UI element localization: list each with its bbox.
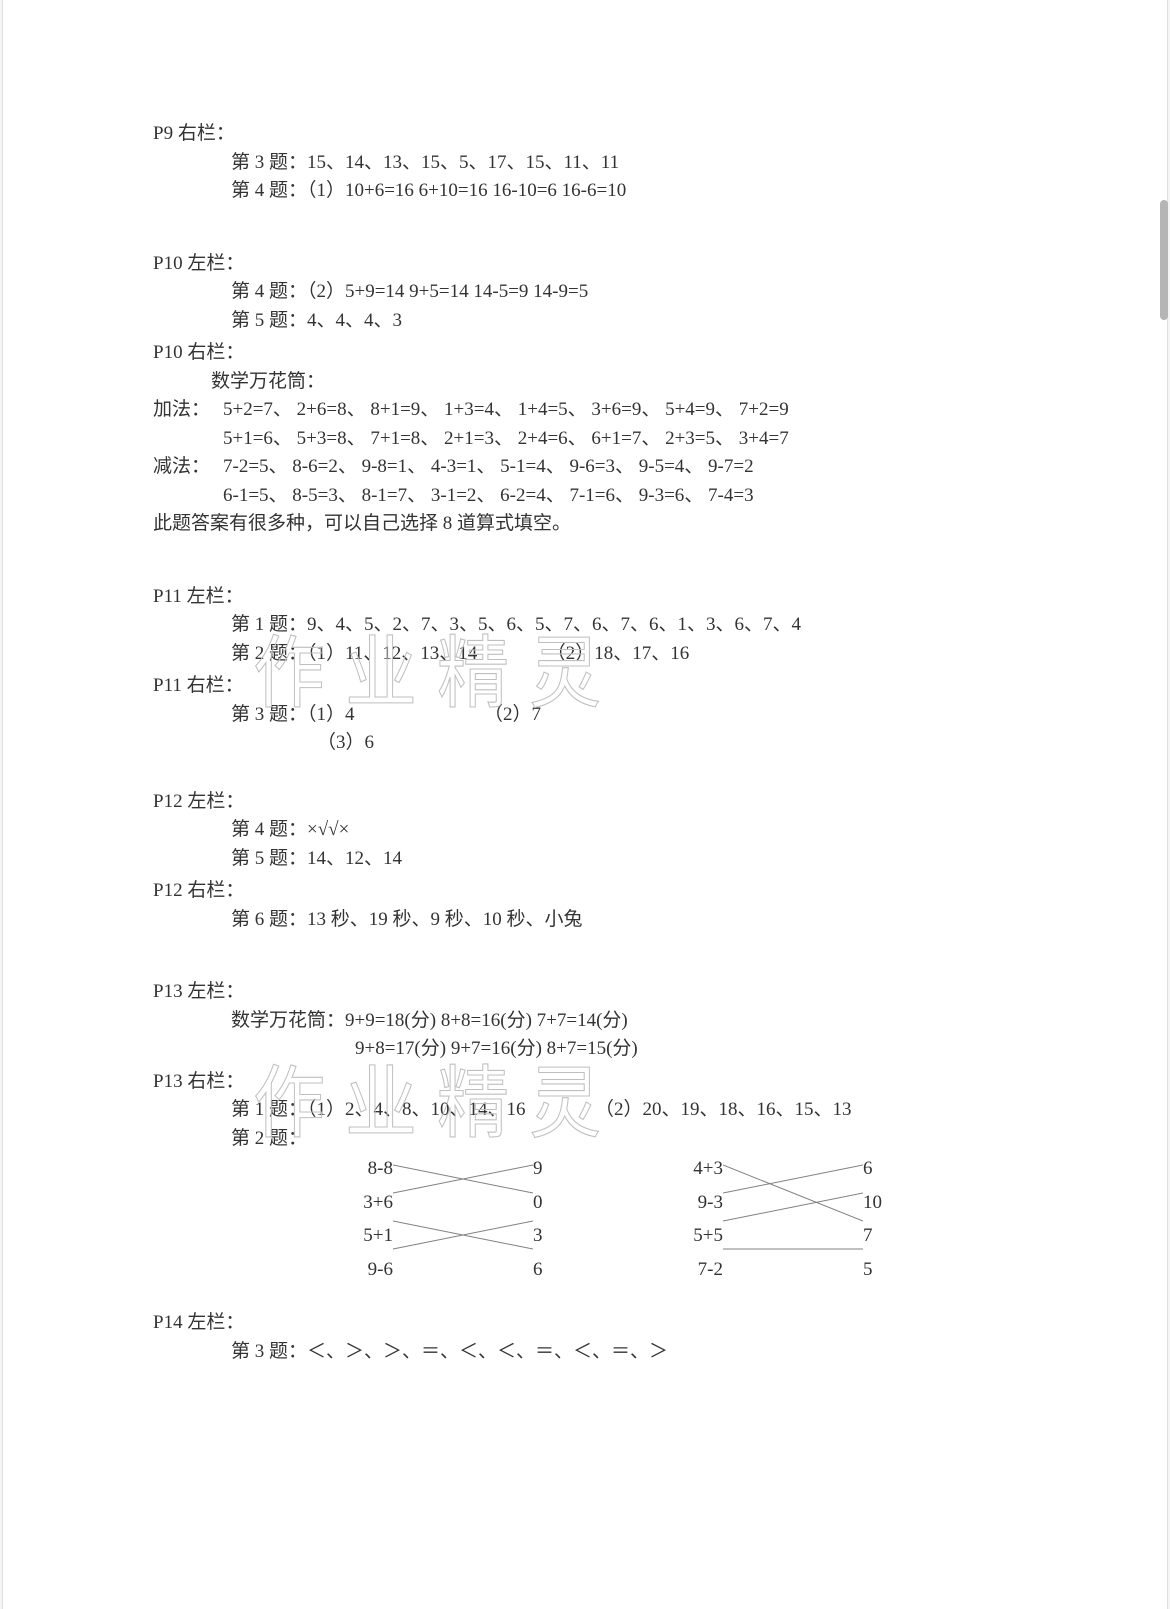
answer-line: 第 2 题：（1）11、12、13、14 （2）18、17、16 <box>153 640 1017 669</box>
math-body: 5+2=7、 2+6=8、 8+1=9、 1+3=4、 1+4=5、 3+6=9… <box>223 396 1017 453</box>
section-p11-left: P11 左栏： 第 1 题：9、4、5、2、7、3、5、6、5、7、6、7、6、… <box>153 583 1017 669</box>
section-p11-right: P11 右栏： 第 3 题：（1）4 （2）7 （3）6 <box>153 672 1017 758</box>
answer-line: 第 5 题：4、4、4、3 <box>153 307 1017 336</box>
math-label-sub: 减法： <box>153 453 223 510</box>
match-right-item: 3 <box>533 1222 573 1251</box>
match-left-item: 5+1 <box>333 1222 393 1251</box>
section-p10-left: P10 左栏： 第 4 题：（2）5+9=14 9+5=14 14-5=9 14… <box>153 250 1017 336</box>
section-header: P9 右栏： <box>153 120 1017 149</box>
section-p13-left: P13 左栏： 数学万花筒：9+9=18(分) 8+8=16(分) 7+7=14… <box>153 978 1017 1064</box>
match-right-item: 9 <box>533 1155 573 1184</box>
match-lines <box>393 1161 533 1261</box>
math-table: 加法： 5+2=7、 2+6=8、 8+1=9、 1+3=4、 1+4=5、 3… <box>153 396 1017 510</box>
equation-row: 7-2=5、 8-6=2、 9-8=1、 4-3=1、 5-1=4、 9-6=3… <box>223 453 1017 482</box>
answer-line: 第 4 题：×√√× <box>153 816 1017 845</box>
section-p10-right: P10 右栏： 数学万花筒： 加法： 5+2=7、 2+6=8、 8+1=9、 … <box>153 339 1017 539</box>
match-right-item: 7 <box>863 1222 903 1251</box>
section-p12-left: P12 左栏： 第 4 题：×√√× 第 5 题：14、12、14 <box>153 788 1017 874</box>
answer-line: 9+8=17(分) 9+7=16(分) 8+7=15(分) <box>153 1035 1017 1064</box>
matching-diagram-left: 8-8 3+6 5+1 9-6 9 0 3 6 <box>333 1155 573 1265</box>
match-right-item: 5 <box>863 1256 903 1285</box>
math-label-add: 加法： <box>153 396 223 453</box>
answer-part: 第 2 题：（1）11、12、13、14 <box>231 643 477 664</box>
matching-wrap: 8-8 3+6 5+1 9-6 9 0 3 6 4+3 9-3 5+5 <box>153 1155 1017 1265</box>
section-header: P10 右栏： <box>153 339 1017 368</box>
answer-line: 第 4 题：（2）5+9=14 9+5=14 14-5=9 14-9=5 <box>153 278 1017 307</box>
answer-line: 第 2 题： <box>153 1125 1017 1154</box>
match-left-item: 9-3 <box>663 1189 723 1218</box>
answer-line: 第 1 题：（1）2、4、8、10、14、16 （2）20、19、18、16、1… <box>153 1096 1017 1125</box>
answer-part: 第 3 题：（1）4 <box>231 704 355 725</box>
equation-row: 5+1=6、 5+3=8、 7+1=8、 2+1=3、 2+4=6、 6+1=7… <box>223 425 1017 454</box>
answer-part: （2）18、17、16 <box>547 643 690 664</box>
section-p14-left: P14 左栏： 第 3 题：＜、＞、＞、＝、＜、＜、＝、＜、＝、＞ <box>153 1309 1017 1366</box>
subheading: 数学万花筒： <box>153 368 1017 397</box>
section-header: P13 右栏： <box>153 1068 1017 1097</box>
answer-line: 第 5 题：14、12、14 <box>153 845 1017 874</box>
match-left-item: 5+5 <box>663 1222 723 1251</box>
match-right-item: 0 <box>533 1189 573 1218</box>
match-lines <box>723 1161 863 1261</box>
section-header: P11 右栏： <box>153 672 1017 701</box>
match-left-item: 7-2 <box>663 1256 723 1285</box>
matching-diagram-right: 4+3 9-3 5+5 7-2 6 10 7 5 <box>663 1155 903 1265</box>
match-left-item: 3+6 <box>333 1189 393 1218</box>
answer-line: 第 4 题：（1）10+6=16 6+10=16 16-10=6 16-6=10 <box>153 177 1017 206</box>
section-p13-right: P13 右栏： 第 1 题：（1）2、4、8、10、14、16 （2）20、19… <box>153 1068 1017 1266</box>
equation-row: 5+2=7、 2+6=8、 8+1=9、 1+3=4、 1+4=5、 3+6=9… <box>223 396 1017 425</box>
answer-line: 第 6 题：13 秒、19 秒、9 秒、10 秒、小兔 <box>153 906 1017 935</box>
scrollbar-thumb[interactable] <box>1160 200 1168 320</box>
match-left-item: 4+3 <box>663 1155 723 1184</box>
math-body: 7-2=5、 8-6=2、 9-8=1、 4-3=1、 5-1=4、 9-6=3… <box>223 453 1017 510</box>
answer-part: （2）20、19、18、16、15、13 <box>595 1099 852 1120</box>
section-header: P10 左栏： <box>153 250 1017 279</box>
document-page: 作业精灵 作业精灵 P9 右栏： 第 3 题：15、14、13、15、5、17、… <box>2 0 1168 1609</box>
answer-part: （2）7 <box>484 704 541 725</box>
answer-line: 第 3 题：＜、＞、＞、＝、＜、＜、＝、＜、＝、＞ <box>153 1338 1017 1367</box>
answer-part: 第 1 题：（1）2、4、8、10、14、16 <box>231 1099 526 1120</box>
note-line: 此题答案有很多种，可以自己选择 8 道算式填空。 <box>153 510 1017 539</box>
match-left-item: 8-8 <box>333 1155 393 1184</box>
match-right-item: 6 <box>863 1155 903 1184</box>
section-p12-right: P12 右栏： 第 6 题：13 秒、19 秒、9 秒、10 秒、小兔 <box>153 877 1017 934</box>
match-left-item: 9-6 <box>333 1256 393 1285</box>
section-header: P13 左栏： <box>153 978 1017 1007</box>
section-header: P11 左栏： <box>153 583 1017 612</box>
answer-line: 第 3 题：（1）4 （2）7 <box>153 701 1017 730</box>
answer-line: （3）6 <box>153 729 1017 758</box>
answer-line: 数学万花筒：9+9=18(分) 8+8=16(分) 7+7=14(分) <box>153 1007 1017 1036</box>
answer-line: 第 1 题：9、4、5、2、7、3、5、6、5、7、6、7、6、1、3、6、7、… <box>153 611 1017 640</box>
match-right-item: 10 <box>863 1189 903 1218</box>
equation-row: 6-1=5、 8-5=3、 8-1=7、 3-1=2、 6-2=4、 7-1=6… <box>223 482 1017 511</box>
match-right-item: 6 <box>533 1256 573 1285</box>
section-header: P12 左栏： <box>153 788 1017 817</box>
section-header: P14 左栏： <box>153 1309 1017 1338</box>
section-header: P12 右栏： <box>153 877 1017 906</box>
section-p9-right: P9 右栏： 第 3 题：15、14、13、15、5、17、15、11、11 第… <box>153 120 1017 206</box>
answer-line: 第 3 题：15、14、13、15、5、17、15、11、11 <box>153 149 1017 178</box>
